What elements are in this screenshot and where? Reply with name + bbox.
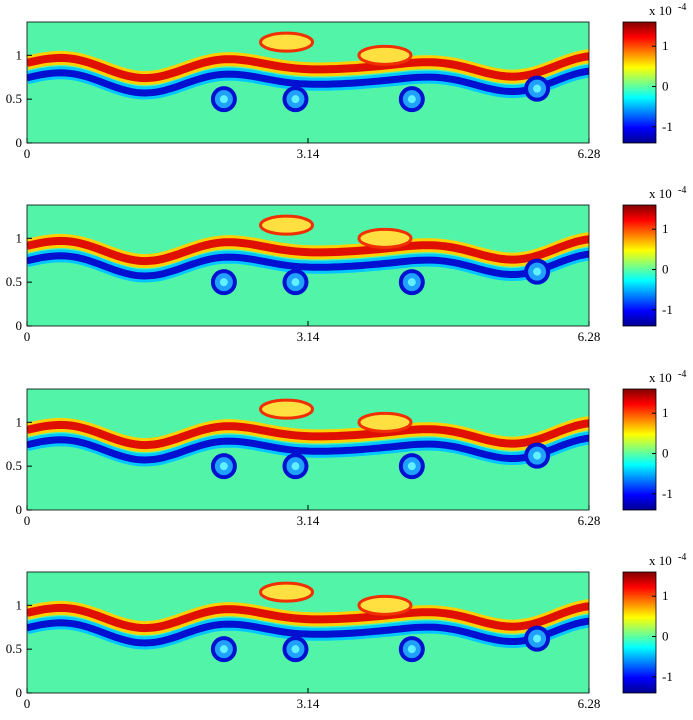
colorbar-label: x 10 (649, 553, 672, 568)
x-tick-label: 6.28 (578, 329, 601, 344)
shear-band (27, 235, 589, 266)
colorbar (622, 571, 657, 694)
y-tick-label: 0 (16, 685, 23, 700)
colorbar-exponent: -4 (678, 369, 686, 380)
x-tick-label: 6.28 (578, 696, 601, 711)
colorbar-tick-label: 0 (662, 262, 669, 277)
vortex (291, 462, 300, 471)
colorbar-tick-label: 0 (662, 79, 669, 94)
colorbar-tick-label: 1 (662, 221, 669, 236)
panel: 0 3.14 6.28 0 0.5 1 -1 0 1 x 10 -4 (6, 2, 687, 161)
vortex-cap (357, 594, 413, 616)
vortex (219, 645, 228, 654)
colorbar-tick-label: -1 (662, 486, 673, 501)
y-tick-label: 0.5 (6, 91, 22, 106)
y-tick-label: 0.5 (6, 458, 22, 473)
vortex (407, 278, 416, 287)
vortex (219, 462, 228, 471)
vortex (533, 451, 542, 460)
colorbar-label: x 10 (649, 3, 672, 18)
y-tick-label: 0 (16, 318, 23, 333)
colorbar (622, 21, 657, 144)
shear-band (27, 52, 589, 83)
vortex-cap (259, 581, 315, 603)
colorbar (622, 204, 657, 327)
vortex (533, 634, 542, 643)
vortex-cap (357, 44, 413, 66)
colorbar-exponent: -4 (678, 185, 686, 196)
x-tick-label: 3.14 (297, 329, 320, 344)
panel: 0 3.14 6.28 0 0.5 1 -1 0 1 x 10 -4 (6, 369, 687, 528)
vortex-cap (357, 227, 413, 249)
y-tick-label: 0 (16, 135, 23, 150)
x-tick-label: 0 (24, 146, 31, 161)
y-tick-label: 0 (16, 502, 23, 517)
x-tick-label: 6.28 (578, 146, 601, 161)
colorbar-tick-label: 0 (662, 446, 669, 461)
vortex-cap (357, 411, 413, 433)
colorbar-exponent: -4 (678, 2, 686, 13)
field (27, 389, 589, 510)
vortex-cap (259, 398, 315, 420)
panel: 0 3.14 6.28 0 0.5 1 -1 0 1 x 10 -4 (6, 552, 687, 711)
field (27, 572, 589, 693)
vortex (219, 278, 228, 287)
colorbar-tick-label: 1 (662, 38, 669, 53)
colorbar-tick-label: -1 (662, 119, 673, 134)
x-tick-label: 6.28 (578, 513, 601, 528)
vortex (533, 84, 542, 93)
vortex-cap (259, 31, 315, 53)
x-tick-label: 3.14 (297, 696, 320, 711)
x-tick-label: 0 (24, 513, 31, 528)
vortex (533, 267, 542, 276)
y-tick-label: 0.5 (6, 274, 22, 289)
vortex-cap (259, 214, 315, 236)
y-tick-label: 0.5 (6, 641, 22, 656)
shear-band (27, 602, 589, 633)
shear-band (27, 434, 589, 464)
shear-band (27, 67, 589, 97)
x-tick-label: 0 (24, 696, 31, 711)
colorbar (622, 388, 657, 511)
vortex (407, 462, 416, 471)
vortex (407, 645, 416, 654)
shear-band (27, 617, 589, 647)
colorbar-tick-label: 0 (662, 629, 669, 644)
vortex (219, 95, 228, 104)
colorbar-label: x 10 (649, 370, 672, 385)
panel: 0 3.14 6.28 0 0.5 1 -1 0 1 x 10 -4 (6, 185, 687, 344)
colorbar-tick-label: 1 (662, 588, 669, 603)
x-tick-label: 3.14 (297, 513, 320, 528)
field (27, 22, 589, 143)
shear-band (27, 250, 589, 280)
y-tick-label: 1 (16, 230, 23, 245)
colorbar-tick-label: -1 (662, 669, 673, 684)
colorbar-label: x 10 (649, 186, 672, 201)
x-tick-label: 0 (24, 329, 31, 344)
vortex (291, 645, 300, 654)
field (27, 205, 589, 326)
y-tick-label: 1 (16, 47, 23, 62)
y-tick-label: 1 (16, 597, 23, 612)
vortex (291, 95, 300, 104)
shear-band (27, 419, 589, 450)
vortex (291, 278, 300, 287)
x-tick-label: 3.14 (297, 146, 320, 161)
colorbar-tick-label: 1 (662, 405, 669, 420)
vortex (407, 95, 416, 104)
colorbar-exponent: -4 (678, 552, 686, 563)
y-tick-label: 1 (16, 414, 23, 429)
colorbar-tick-label: -1 (662, 302, 673, 317)
